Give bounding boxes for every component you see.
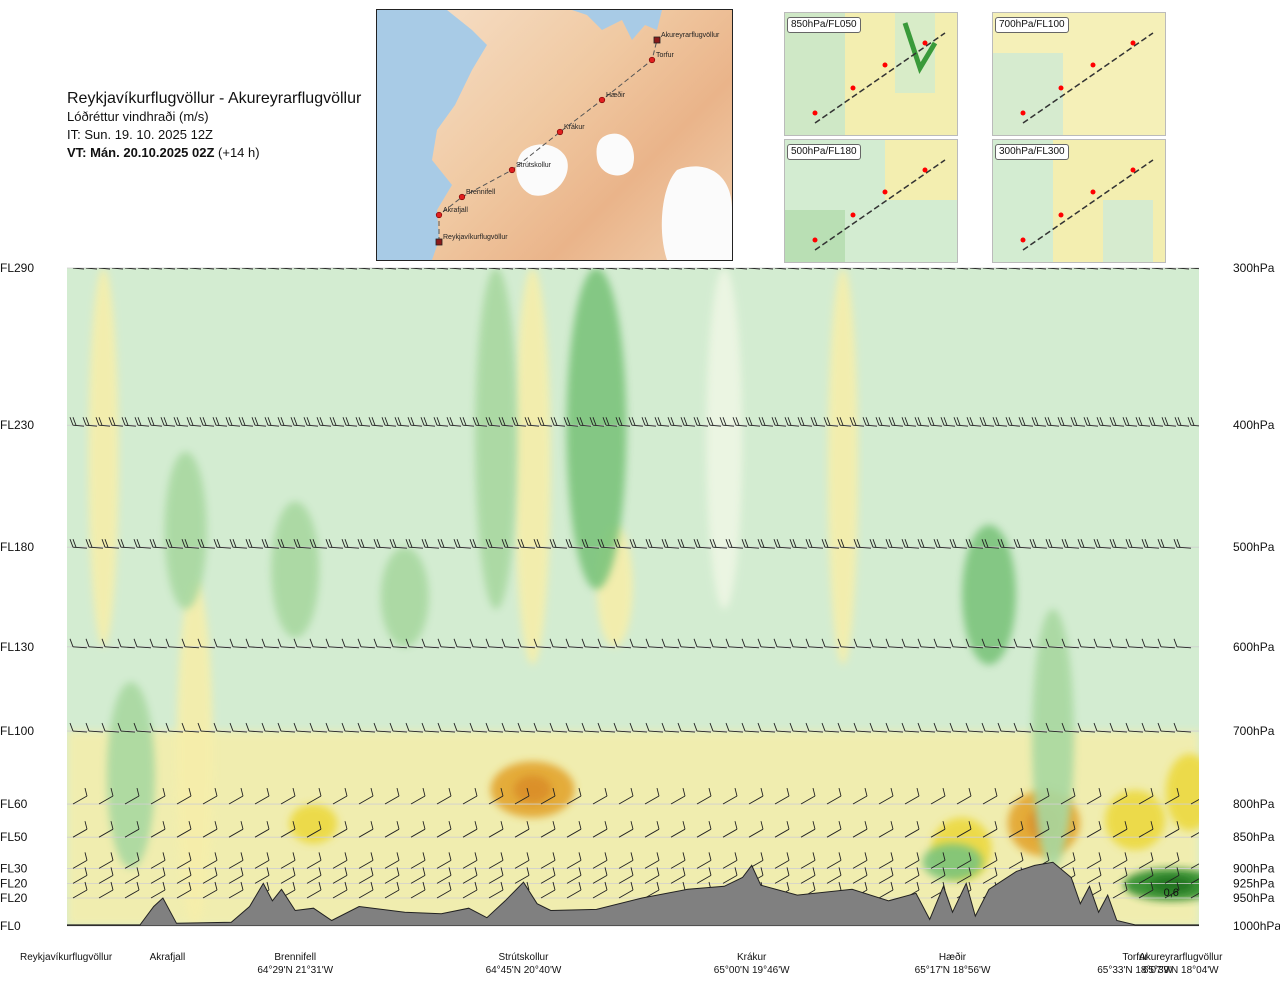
location-name-4: Krákur [737,952,767,963]
updraft-cell-0 [107,682,155,868]
level-map-700[interactable]: 700hPa/FL100 [992,12,1166,136]
chart-variable: Lóðréttur vindhraði (m/s) [67,108,377,126]
waypoint-label: Torfur [656,52,675,59]
glacier-3 [662,166,732,260]
cross-section-chart: FL0 1000hPa FL20 950hPa FL20 925hPa FL30 900hPa… [0,260,1280,981]
flight-level-label: FL60 [0,797,28,811]
waypoint-label: Krákur [564,124,585,131]
valid-time-date: VT: Mán. 20.10.2025 02Z [67,145,214,160]
airport-marker [436,239,442,245]
sea-west [377,10,487,260]
flight-level-label: FL290 [0,261,34,275]
waypoint-marker [459,194,465,200]
location-coord-4: 65°00'N 19°46'W [714,965,790,976]
downdraft-cell-1 [177,579,213,926]
location-coord-5: 65°17'N 18°56'W [915,965,991,976]
flight-level-label: FL230 [0,418,34,432]
sea-north [572,10,662,40]
downdraft-cell-0 [89,268,119,647]
flight-level-label: FL20 [0,891,28,905]
waypoint-label: Akrafjall [443,207,468,214]
location-coord-2: 64°29'N 21°31'W [257,965,333,976]
level-map-700-label: 700hPa/FL100 [995,17,1069,33]
waypoint-label: Brennifell [466,189,496,196]
route-map-svg: Akureyrarflugvöllur Torfur Hæðir Krákur Strú… [377,10,732,260]
location-name-5: Hæðir [939,951,967,963]
downdraft-cell-9 [1105,790,1165,850]
updraft-cell-7 [962,525,1016,665]
waypoint-marker [557,129,563,135]
valid-time: VT: Mán. 20.10.2025 02Z (+14 h) [67,144,377,162]
valid-time-offset: (+14 h) [214,145,259,160]
flight-level-label: FL0 [0,919,21,933]
updraft-cell-1 [165,452,207,609]
pressure-level-label: 300hPa [1233,261,1275,275]
waypoint-label: Akureyrarflugvöllur [661,32,720,39]
location-name-2: Brennifell [274,952,316,963]
pressure-level-label: 600hPa [1233,640,1275,654]
pressure-level-label: 900hPa [1233,861,1275,875]
airport-marker [654,37,660,43]
level-map-300[interactable]: 300hPa/FL300 [992,139,1166,263]
location-labels: Reykjavíkurflugvöllur Akrafjall Brennifell… [20,951,1223,976]
waypoint-label: Strútskollur [516,162,552,169]
issue-time: IT: Sun. 19. 10. 2025 12Z [67,126,377,144]
level-map-300-label: 300hPa/FL300 [995,144,1069,160]
updraft-cell-9 [923,844,983,881]
location-name-7: Akureyrarflugvöllur [1139,952,1223,963]
chart-title-block: Reykjavíkurflugvöllur - Akureyrarflugvöl… [67,90,377,162]
waypoint-label: Reykjavíkurflugvöllur [443,234,508,241]
updraft-cell-2 [271,502,319,638]
flight-level-label: FL100 [0,724,34,738]
downdraft-cell-4 [515,268,551,665]
flight-level-label: FL130 [0,640,34,654]
waypoint-marker [436,212,442,218]
waypoint-label: Hæðir [606,91,626,99]
level-map-850-label: 850hPa/FL050 [787,17,861,33]
max-updraft-annotation: 0,6 [1164,887,1179,899]
updraft-cell-3 [381,547,429,647]
route-map: Akureyrarflugvöllur Torfur Hæðir Krákur Strú… [376,9,733,261]
level-map-500[interactable]: 500hPa/FL180 [784,139,958,263]
flight-level-label: FL50 [0,830,28,844]
updraft-cell-6 [706,268,742,609]
waypoint-marker [649,57,655,63]
pressure-level-label: 850hPa [1233,830,1275,844]
flight-level-label: FL20 [0,876,28,890]
pressure-level-label: 500hPa [1233,540,1275,554]
location-coord-7: 65°39'N 18°04'W [1143,965,1219,976]
pressure-level-label: 700hPa [1233,724,1275,738]
pressure-level-label: 400hPa [1233,418,1275,432]
flight-level-label: FL180 [0,540,34,554]
location-name-1: Akrafjall [150,952,186,963]
updraft-cell-4 [475,268,517,609]
location-name-0: Reykjavíkurflugvöllur [20,952,113,963]
downdraft-cell-2 [289,804,337,844]
downdraft-cell-10 [1166,754,1214,831]
location-name-3: Strútskollur [498,952,549,963]
flight-level-label: FL30 [0,861,28,875]
waypoint-marker [599,97,605,103]
glacier-2 [596,134,634,176]
chart-title: Reykjavíkurflugvöllur - Akureyrarflugvöl… [67,90,377,108]
pressure-level-label: 1000hPa [1233,919,1280,933]
glacier-1 [516,144,568,195]
downdraft-core-3 [514,775,552,803]
pressure-level-label: 950hPa [1233,891,1275,905]
location-coord-3: 64°45'N 20°40'W [486,965,562,976]
downdraft-cell-6 [828,268,858,665]
vertical-wind-field [67,268,1220,926]
pressure-level-label: 800hPa [1233,797,1275,811]
updraft-cell-8 [1032,609,1074,868]
level-map-500-label: 500hPa/FL180 [787,144,861,160]
pressure-level-label: 925hPa [1233,876,1275,890]
level-map-850[interactable]: 850hPa/FL050 [784,12,958,136]
waypoint-marker [509,167,515,173]
